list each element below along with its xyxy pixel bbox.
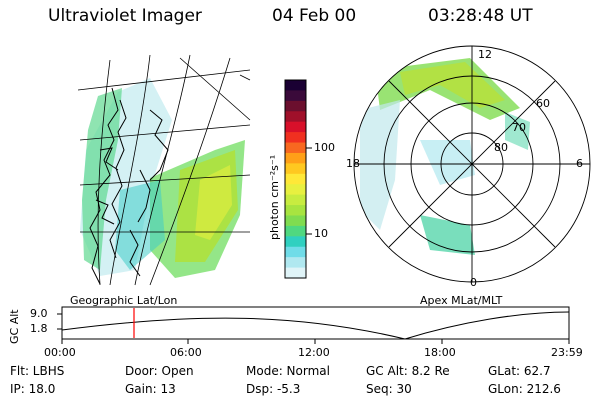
mlt-label-midnight: 0 [470,276,477,289]
altitude-xtick-0600: 06:00 [170,346,202,359]
colorbar-band [285,194,306,206]
colorbar-band [285,90,306,102]
mlt-label-dawn: 6 [576,157,583,170]
door-info: Door: Open [125,364,194,378]
geographic-caption: Geographic Lat/Lon [70,294,178,307]
mode-info: Mode: Normal [246,364,330,378]
colorbar-band [285,215,306,227]
filter-info: Flt: LBHS [10,364,65,378]
colorbar-band [285,132,306,144]
colorbar-band [285,100,306,112]
colorbar-band [285,267,306,279]
seq-info: Seq: 30 [366,382,412,396]
altitude-ytick-low: 1.8 [30,322,48,335]
colorbar-band [285,184,306,196]
colorbar-band [285,236,306,248]
date-label: 04 Feb 00 [272,6,357,26]
polar-caption: Apex MLat/MLT [420,294,503,307]
polar-grid [353,45,591,283]
colorbar-band [285,80,306,92]
colorbar-band [285,173,306,185]
altitude-xtick-2359: 23:59 [551,346,583,359]
mlt-label-noon: 12 [478,48,492,61]
altitude-xtick-0000: 00:00 [44,346,76,359]
glon-info: GLon: 212.6 [488,382,561,396]
instrument-title: Ultraviolet Imager [48,6,202,26]
aurora-emission-right [360,58,530,255]
colorbar-band [285,246,306,258]
glat-info: GLat: 62.7 [488,364,551,378]
colorbar-tick-100: 100 [314,141,335,154]
altitude-xtick-1800: 18:00 [424,346,456,359]
coastline-map [89,87,169,285]
mlat-label-80: 80 [494,141,508,154]
altitude-xtick-1200: 12:00 [298,346,330,359]
colorbar-band [285,111,306,123]
geographic-grid [77,54,251,286]
colorbar-band [285,142,306,154]
altitude-ytick-high: 9.0 [30,307,48,320]
colorbar-gradient [285,80,306,279]
gc-alt-info: GC Alt: 8.2 Re [366,364,450,378]
altitude-curve [61,311,570,340]
colorbar-band [285,163,306,175]
colorbar-tick-10: 10 [314,227,328,240]
dsp-info: Dsp: -5.3 [246,382,301,396]
time-label: 03:28:48 UT [428,6,533,26]
mlat-label-70: 70 [512,121,526,134]
mlat-label-60: 60 [536,97,550,110]
colorbar-band [285,225,306,237]
colorbar-band [285,205,306,217]
colorbar-band [285,121,306,133]
mlt-label-dusk: 18 [346,157,360,170]
colorbar-band [285,257,306,269]
altitude-ylabel: GC Alt [8,309,21,344]
ip-info: IP: 18.0 [10,382,56,396]
gain-info: Gain: 13 [125,382,176,396]
colorbar-band [285,152,306,164]
